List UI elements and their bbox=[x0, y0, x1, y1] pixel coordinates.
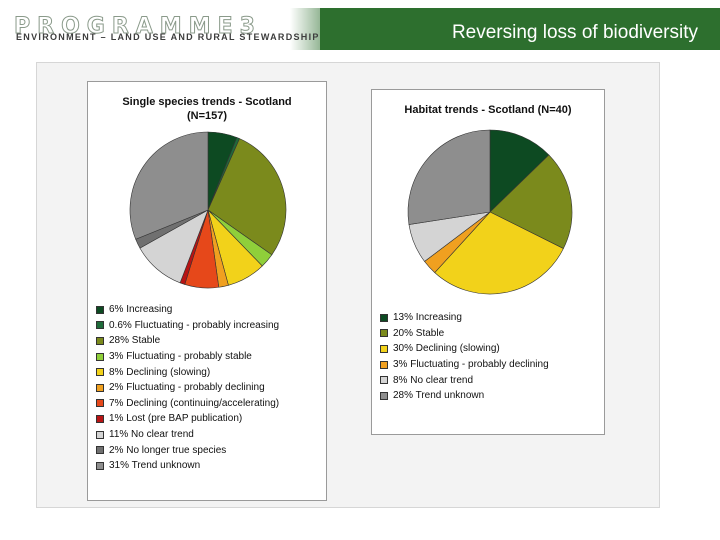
legend-label: 11% No clear trend bbox=[109, 429, 194, 441]
legend-item: 11% No clear trend bbox=[96, 427, 279, 443]
legend-item: 28% Stable bbox=[96, 333, 279, 349]
legend-label: 30% Declining (slowing) bbox=[393, 343, 500, 355]
legend-swatch bbox=[96, 430, 104, 439]
legend-label: 31% Trend unknown bbox=[109, 460, 201, 472]
legend-item: 3% Fluctuating - probably stable bbox=[96, 349, 279, 365]
legend-label: 6% Increasing bbox=[109, 304, 173, 316]
legend-item: 7% Declining (continuing/accelerating) bbox=[96, 396, 279, 412]
legend-item: 0.6% Fluctuating - probably increasing bbox=[96, 318, 279, 334]
slide-content: Single species trends - Scotland (N=157)… bbox=[36, 62, 660, 508]
header: PROGRAMME3 ENVIRONMENT – LAND USE AND RU… bbox=[0, 0, 720, 50]
legend-swatch bbox=[96, 321, 104, 330]
pie-slice-1-5 bbox=[407, 129, 491, 225]
species-chart-subtitle: (N=157) bbox=[186, 110, 228, 122]
pie-slice-1-0 bbox=[489, 129, 550, 213]
legend-item: 2% Fluctuating - probably declining bbox=[96, 380, 279, 396]
legend-swatch bbox=[96, 352, 104, 361]
species-chart-title: Single species trends - Scotland bbox=[122, 96, 292, 108]
legend-label: 0.6% Fluctuating - probably increasing bbox=[109, 319, 280, 331]
legend-item: 8% No clear trend bbox=[380, 372, 549, 388]
legend-label: 8% Declining (slowing) bbox=[109, 366, 211, 378]
legend-label: 8% No clear trend bbox=[393, 374, 474, 386]
programme-subtitle: ENVIRONMENT – LAND USE AND RURAL STEWARD… bbox=[16, 32, 320, 42]
legend-item: 31% Trend unknown bbox=[96, 458, 279, 474]
habitat-pie-chart bbox=[407, 129, 573, 295]
legend-item: 1% Lost (pre BAP publication) bbox=[96, 411, 279, 427]
programme-logo: PROGRAMME3 bbox=[14, 14, 262, 40]
legend-swatch bbox=[380, 391, 388, 400]
legend-label: 28% Trend unknown bbox=[393, 390, 485, 402]
header-band bbox=[320, 8, 720, 50]
species-legend: 6% Increasing 0.6% Fluctuating - probably… bbox=[96, 302, 279, 474]
habitat-chart-title: Habitat trends - Scotland (N=40) bbox=[404, 104, 572, 116]
legend-swatch bbox=[380, 360, 388, 369]
legend-swatch bbox=[380, 313, 388, 322]
pie-slice-1-1 bbox=[489, 154, 573, 249]
legend-label: 2% Fluctuating - probably declining bbox=[109, 382, 265, 394]
legend-label: 3% Fluctuating - probably declining bbox=[393, 359, 549, 371]
habitat-legend: 13% Increasing 20% Stable 30% Declining (s… bbox=[380, 310, 549, 404]
legend-swatch bbox=[96, 305, 104, 314]
legend-label: 13% Increasing bbox=[393, 312, 462, 324]
legend-swatch bbox=[96, 399, 104, 408]
legend-item: 6% Increasing bbox=[96, 302, 279, 318]
legend-item: 30% Declining (slowing) bbox=[380, 341, 549, 357]
legend-swatch bbox=[96, 383, 104, 392]
legend-label: 7% Declining (continuing/accelerating) bbox=[109, 397, 280, 409]
legend-swatch bbox=[96, 446, 104, 455]
legend-swatch bbox=[380, 344, 388, 353]
legend-item: 8% Declining (slowing) bbox=[96, 364, 279, 380]
legend-swatch bbox=[96, 336, 104, 345]
habitat-trends-panel: Habitat trends - Scotland (N=40) 13% Inc… bbox=[371, 89, 605, 435]
pie-slice-0-10 bbox=[129, 131, 209, 240]
legend-label: 3% Fluctuating - probably stable bbox=[109, 351, 252, 363]
legend-swatch bbox=[380, 376, 388, 385]
pie-slice-1-2 bbox=[434, 211, 564, 295]
legend-swatch bbox=[96, 461, 104, 470]
legend-item: 20% Stable bbox=[380, 326, 549, 342]
legend-label: 28% Stable bbox=[109, 335, 161, 347]
slide-title: Reversing loss of biodiversity bbox=[451, 22, 698, 43]
legend-swatch bbox=[380, 329, 388, 338]
legend-swatch bbox=[96, 368, 104, 377]
legend-item: 2% No longer true species bbox=[96, 442, 279, 458]
legend-item: 28% Trend unknown bbox=[380, 388, 549, 404]
legend-item: 13% Increasing bbox=[380, 310, 549, 326]
legend-item: 3% Fluctuating - probably declining bbox=[380, 357, 549, 373]
species-trends-panel: Single species trends - Scotland (N=157)… bbox=[87, 81, 327, 501]
legend-label: 20% Stable bbox=[393, 327, 445, 339]
legend-label: 1% Lost (pre BAP publication) bbox=[109, 413, 243, 425]
legend-label: 2% No longer true species bbox=[109, 444, 227, 456]
species-pie-chart bbox=[129, 131, 287, 289]
pie-slice-0-2 bbox=[207, 138, 287, 256]
legend-swatch bbox=[96, 414, 104, 423]
